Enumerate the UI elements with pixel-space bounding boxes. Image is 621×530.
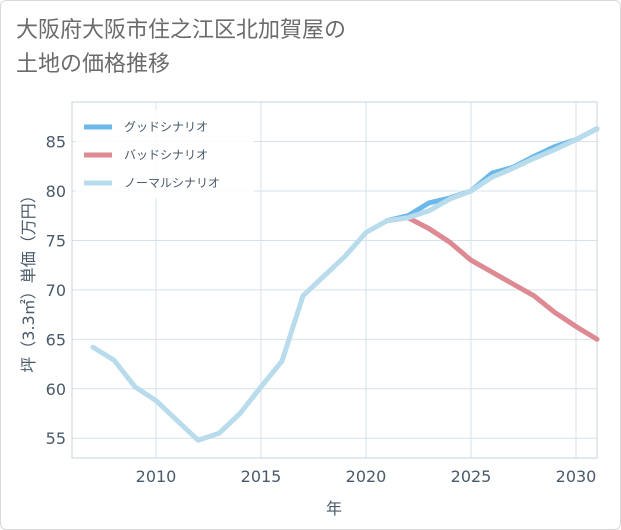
- x-tick-label: 2015: [241, 467, 282, 486]
- x-tick-label: 2020: [346, 467, 387, 486]
- legend-label-2: ノーマルシナリオ: [124, 176, 220, 190]
- y-tick-label: 65: [46, 330, 66, 349]
- y-axis-title: 坪（3.3㎡）単価（万円）: [19, 187, 38, 372]
- series-line-2: [90, 126, 600, 443]
- y-tick-label: 60: [46, 380, 66, 399]
- y-tick-label: 75: [46, 231, 66, 250]
- series-line-1: [384, 215, 600, 342]
- x-axis-title: 年: [326, 499, 342, 518]
- y-tick-label: 70: [46, 281, 66, 300]
- x-tick-label: 2030: [556, 467, 597, 486]
- chart-title-line-1: 大阪府大阪市住之江区北加賀屋の: [16, 18, 347, 43]
- x-tick-label: 2010: [136, 467, 177, 486]
- plot-area-border: [71, 101, 598, 459]
- legend-label-1: バッドシナリオ: [124, 148, 208, 162]
- chart-title-line-2: 土地の価格推移: [16, 52, 171, 77]
- legend-label-0: グッドシナリオ: [124, 120, 208, 134]
- y-tick-label: 55: [46, 429, 66, 448]
- series-layer: [90, 126, 600, 443]
- y-tick-label: 85: [46, 133, 66, 152]
- x-axis-ticks: 2010 2015 2020 2025 2030: [136, 467, 597, 486]
- chart-title: 大阪府大阪市住之江区北加賀屋の 土地の価格推移: [16, 14, 346, 82]
- y-axis-ticks: 55 60 65 70 75 80 85: [46, 133, 66, 449]
- y-tick-label: 80: [46, 182, 66, 201]
- x-tick-label: 2025: [451, 467, 492, 486]
